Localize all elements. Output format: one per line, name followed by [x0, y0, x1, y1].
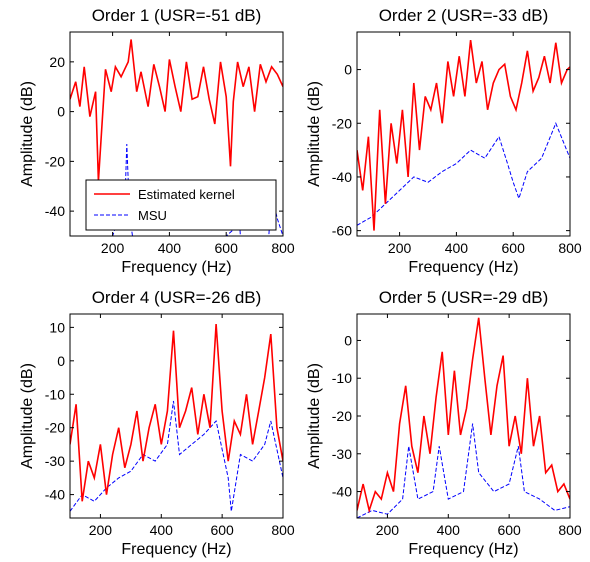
chart-title: Order 4 (USR=-26 dB) — [92, 288, 262, 307]
x-tick-label: 800 — [558, 522, 582, 538]
x-tick-label: 200 — [89, 522, 113, 538]
y-tick-label: -40 — [45, 203, 65, 219]
legend-entry: Estimated kernel — [138, 187, 235, 202]
panel-order-4: 200 400 600 800 -40 -30 -20 -10 0 10 Order 4 (USR=… — [19, 288, 295, 558]
x-tick-label: 400 — [158, 240, 182, 256]
y-tick-label: -60 — [332, 223, 352, 239]
y-tick-label: 0 — [344, 332, 352, 348]
y-tick-label: -20 — [45, 153, 65, 169]
x-axis-label: Frequency (Hz) — [121, 541, 231, 558]
x-tick-label: 200 — [376, 522, 400, 538]
x-tick-label: 400 — [445, 240, 469, 256]
estimated-kernel-series-line — [70, 39, 283, 182]
msu-series-line — [357, 423, 570, 518]
y-axis-label: Amplitude (dB) — [19, 363, 36, 469]
x-axis-label: Frequency (Hz) — [121, 259, 231, 276]
y-tick-label: -40 — [45, 487, 65, 503]
y-axis-label: Amplitude (dB) — [306, 81, 323, 187]
x-tick-label: 200 — [101, 240, 125, 256]
estimated-kernel-series-line — [70, 323, 283, 502]
estimated-kernel-series-line — [357, 317, 570, 514]
y-tick-label: -40 — [332, 484, 352, 500]
y-tick-label: 0 — [57, 104, 65, 120]
y-tick-label: -30 — [45, 453, 65, 469]
y-axis-label: Amplitude (dB) — [19, 81, 36, 187]
legend: Estimated kernel MSU — [85, 179, 277, 231]
plot-area — [70, 314, 283, 518]
x-tick-label: 800 — [271, 522, 295, 538]
axes-frame — [356, 31, 571, 237]
panel-order-1: 200 400 600 800 -40 -20 0 20 Order 1 (USR=-51 dB… — [19, 6, 295, 276]
y-tick-label: -20 — [45, 420, 65, 436]
plot-area — [357, 314, 570, 518]
estimated-kernel-series-line — [357, 39, 570, 231]
x-tick-label: 600 — [497, 522, 521, 538]
plot-area — [357, 32, 570, 236]
y-tick-label: 10 — [49, 319, 65, 335]
panel-order-5: 200 400 600 800 -40 -30 -20 -10 0 Order 5 (USR=-2… — [306, 288, 582, 558]
y-tick-label: 0 — [57, 353, 65, 369]
y-tick-label: 0 — [344, 62, 352, 78]
axes-frame — [69, 31, 284, 237]
x-tick-label: 600 — [210, 522, 234, 538]
x-tick-label: 600 — [502, 240, 526, 256]
y-tick-label: -10 — [45, 386, 65, 402]
panel-order-2: 200 400 600 800 -60 -40 -20 0 Order 2 (USR=-33 d… — [306, 6, 582, 276]
y-tick-label: -20 — [332, 115, 352, 131]
x-tick-label: 400 — [437, 522, 461, 538]
x-tick-label: 600 — [215, 240, 239, 256]
chart-title: Order 1 (USR=-51 dB) — [92, 6, 262, 25]
y-tick-label: -10 — [332, 370, 352, 386]
legend-entry: MSU — [138, 208, 167, 223]
x-axis-label: Frequency (Hz) — [408, 541, 518, 558]
x-axis-label: Frequency (Hz) — [408, 259, 518, 276]
msu-series-line — [357, 121, 570, 226]
x-tick-label: 800 — [558, 240, 582, 256]
x-tick-label: 200 — [388, 240, 412, 256]
y-axis-label: Amplitude (dB) — [306, 363, 323, 469]
x-tick-label: 800 — [271, 240, 295, 256]
y-tick-label: 20 — [49, 54, 65, 70]
msu-series-line — [70, 400, 283, 512]
y-tick-label: -20 — [332, 408, 352, 424]
chart-title: Order 5 (USR=-29 dB) — [379, 288, 549, 307]
axes-frame — [69, 313, 284, 519]
chart-title: Order 2 (USR=-33 dB) — [379, 6, 549, 25]
y-tick-label: -30 — [332, 446, 352, 462]
x-tick-label: 400 — [150, 522, 174, 538]
y-tick-label: -40 — [332, 169, 352, 185]
